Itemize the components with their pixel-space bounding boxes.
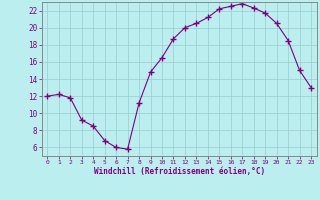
X-axis label: Windchill (Refroidissement éolien,°C): Windchill (Refroidissement éolien,°C)	[94, 167, 265, 176]
